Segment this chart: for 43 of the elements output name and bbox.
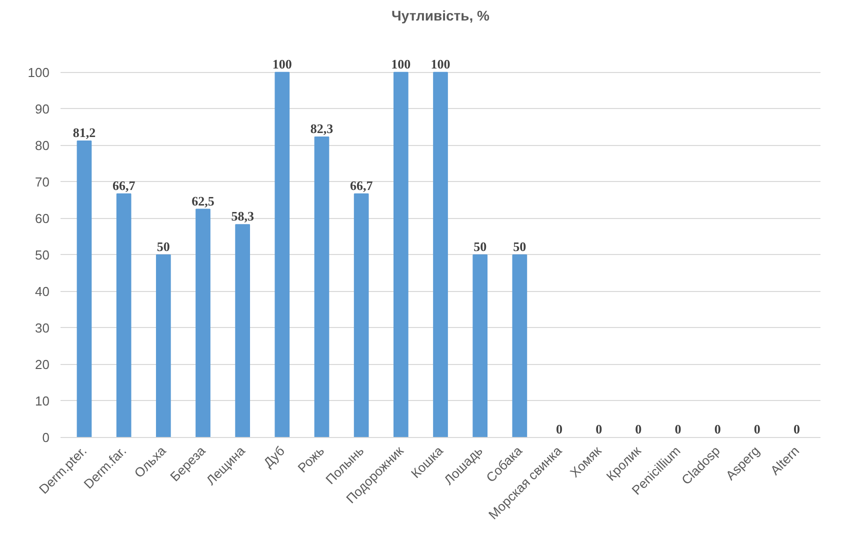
- y-tick-label: 70: [35, 174, 50, 190]
- y-tick-label: 80: [35, 138, 50, 153]
- data-label: 58,3: [231, 208, 254, 224]
- bar: [76, 140, 92, 438]
- bar: [274, 72, 290, 438]
- data-label: 62,5: [192, 193, 215, 208]
- data-label: 0: [635, 422, 642, 436]
- bar: [472, 254, 488, 438]
- y-tick-label: 40: [35, 284, 50, 299]
- bar: [354, 193, 369, 438]
- data-label: 100: [391, 56, 411, 72]
- data-label: 81,2: [72, 124, 96, 140]
- data-label: 100: [272, 56, 292, 72]
- y-tick-label: 60: [35, 210, 50, 226]
- y-tick-label: 0: [42, 430, 50, 445]
- data-label: 50: [474, 238, 487, 254]
- data-label: 0: [714, 422, 721, 436]
- bar: [393, 72, 408, 438]
- bar: [433, 72, 448, 438]
- data-label: 66,7: [350, 178, 374, 193]
- bar: [314, 136, 330, 438]
- data-label: 0: [794, 422, 800, 436]
- y-tick-label: 10: [35, 393, 50, 408]
- y-tick-label: 20: [35, 356, 50, 372]
- data-label: 0: [596, 422, 602, 436]
- data-label: 0: [556, 422, 562, 436]
- bar: [156, 254, 171, 438]
- data-label: 82,3: [310, 120, 334, 136]
- y-tick-label: 90: [35, 101, 50, 116]
- y-tick-label: 100: [28, 64, 50, 80]
- y-tick-label: 30: [35, 320, 50, 336]
- bar: [116, 193, 132, 438]
- data-label: 0: [754, 422, 760, 436]
- bar: [235, 224, 250, 438]
- data-label: 50: [156, 238, 170, 254]
- data-label: 0: [674, 422, 682, 436]
- y-tick-label: 50: [35, 247, 50, 262]
- data-label: 66,7: [112, 178, 136, 193]
- chart-title: Чутливість, %: [392, 8, 490, 24]
- bar: [196, 208, 210, 438]
- data-label: 50: [513, 238, 526, 254]
- bar: [512, 254, 528, 438]
- data-label: 100: [430, 56, 450, 72]
